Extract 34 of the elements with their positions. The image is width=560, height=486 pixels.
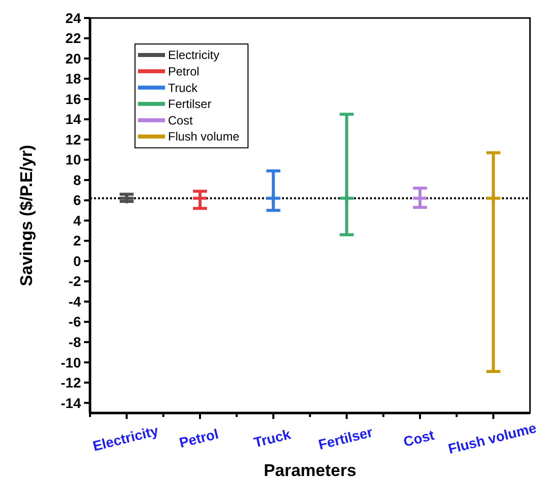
legend-label: Cost [168,113,194,128]
x-tick-label: Flush volume [446,419,538,457]
y-tick-label: -8 [68,334,82,350]
y-tick-label: 22 [65,30,82,46]
y-tick-label: -12 [60,374,82,391]
y-tick-label: -4 [68,293,82,310]
x-tick-label: Petrol [178,426,220,451]
legend-label: Petrol [168,64,200,78]
y-tick-label: 18 [65,70,82,87]
x-tick-label: Electricity [91,422,160,454]
x-tick-label: Truck [252,426,292,450]
y-tick-label: -6 [68,314,82,330]
y-tick-label: -10 [60,354,82,370]
y-tick-label: 16 [65,90,82,107]
y-tick-label: 20 [65,50,82,66]
y-tick-label: 8 [73,172,82,188]
x-axis-title: Parameters [264,461,356,480]
y-tick-label: 6 [73,192,82,208]
x-tick-label: Fertilser [316,424,375,453]
y-tick-label: 0 [73,252,82,269]
y-tick-label: 4 [73,212,82,228]
y-tick-label: 2 [73,232,82,249]
x-tick-label: Cost [402,426,436,450]
y-tick-label: -14 [60,394,82,411]
y-tick-label: 10 [65,152,82,168]
y-tick-label: 12 [65,131,82,148]
legend-label: Electricity [168,48,220,62]
y-tick-label: 24 [65,10,82,26]
legend-label: Fertilser [168,97,212,112]
legend-label: Truck [168,80,199,95]
y-axis-title: Savings ($/P.E/yr) [17,144,36,286]
y-tick-label: 14 [65,111,82,128]
legend-label: Flush volume [168,130,240,144]
y-tick-label: -2 [68,273,82,290]
